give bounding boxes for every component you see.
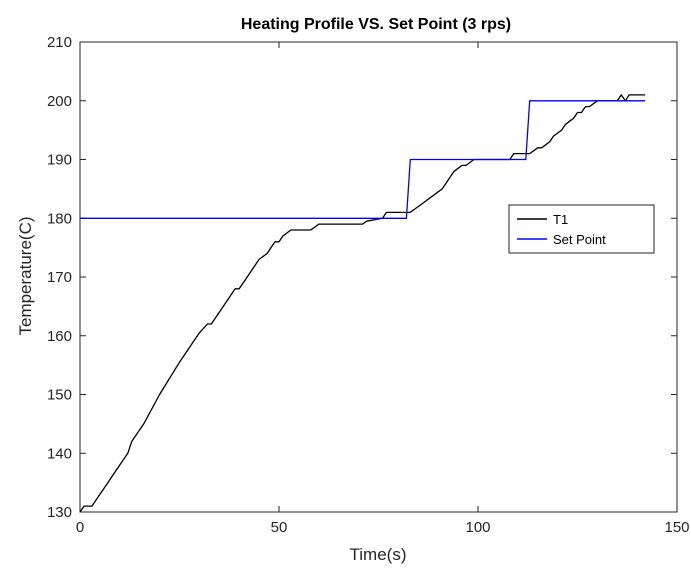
y-tick-label: 200 (47, 93, 72, 110)
y-tick-label: 180 (47, 210, 72, 227)
x-tick-label: 0 (76, 519, 84, 536)
x-axis-label: Time(s) (350, 545, 407, 564)
x-tick-label: 50 (271, 519, 288, 536)
y-tick-label: 130 (47, 504, 72, 521)
legend-label-t1: T1 (553, 212, 568, 227)
y-tick-label: 210 (47, 34, 72, 51)
x-tick-label: 100 (465, 519, 490, 536)
series-line-set-point (80, 100, 646, 219)
y-tick-label: 150 (47, 387, 72, 404)
legend: T1 Set Point (508, 204, 655, 254)
axes-box (79, 41, 678, 513)
chart-title: Heating Profile VS. Set Point (3 rps) (241, 16, 511, 33)
plot-area: 0 50 100 150 130 140 150 160 170 180 190 200 210 (47, 34, 690, 536)
legend-label-set-point: Set Point (553, 232, 606, 247)
y-tick-label: 170 (47, 269, 72, 286)
y-tick-label: 190 (47, 152, 72, 169)
series-line-t1 (79, 94, 646, 513)
x-tick-label: 150 (664, 519, 689, 536)
legend-box (508, 204, 655, 254)
y-tick-label: 160 (47, 328, 72, 345)
y-axis-label: Temperature(C) (16, 216, 35, 335)
y-tick-label: 140 (47, 445, 72, 462)
